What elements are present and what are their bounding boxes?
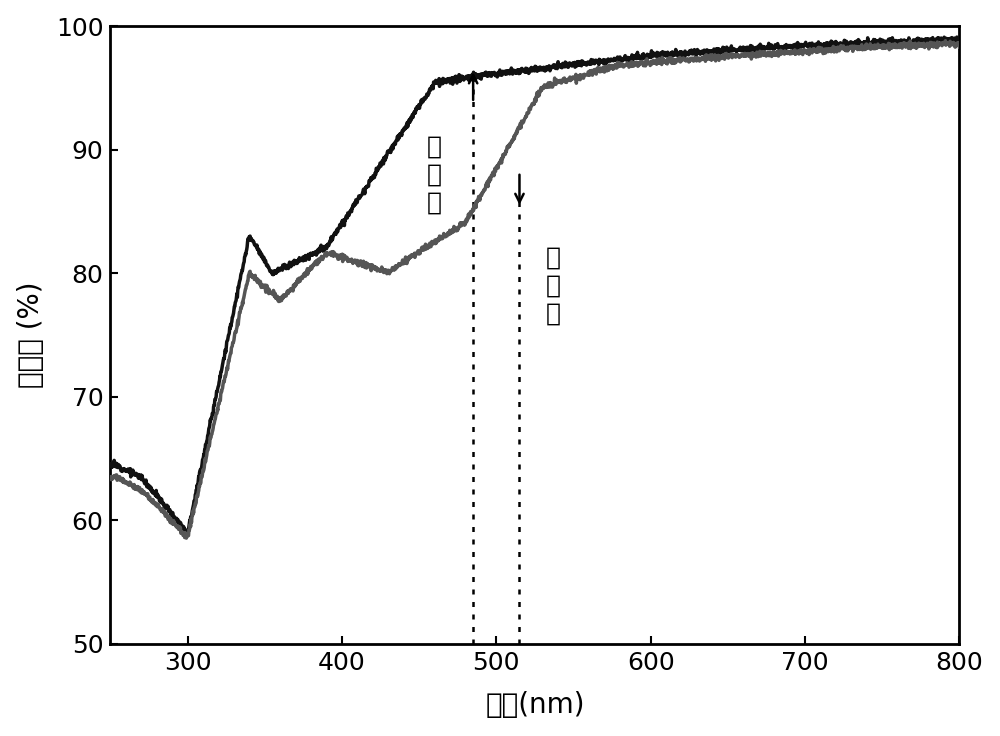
X-axis label: 波长(nm): 波长(nm)	[485, 691, 585, 719]
Text: 紫
外
光: 紫 外 光	[546, 246, 561, 325]
Text: 太
阳
光: 太 阳 光	[427, 135, 442, 214]
Y-axis label: 反射率 (%): 反射率 (%)	[17, 282, 45, 388]
